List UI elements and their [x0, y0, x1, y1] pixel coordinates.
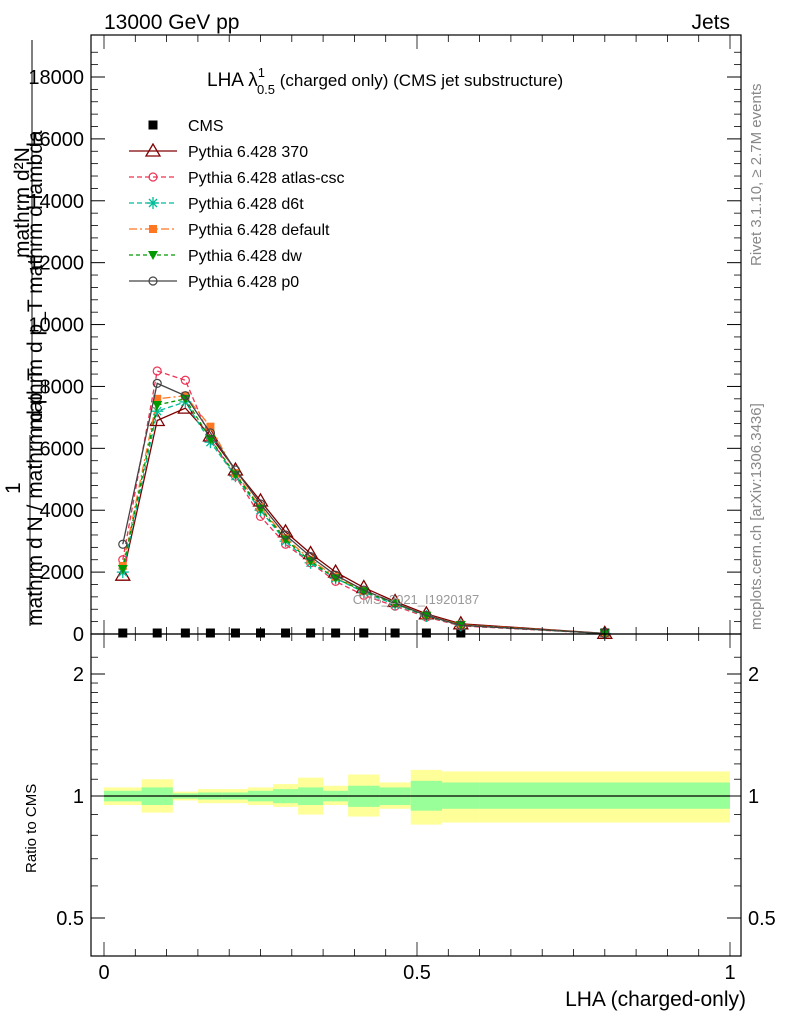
data-point-p0: [255, 499, 266, 509]
data-point-p0: [305, 552, 316, 562]
main-y-tick-label: 6000: [40, 438, 85, 460]
main-y-axis-label: mathrm d²N mathrm d p_T mathrm d lambda …: [2, 40, 47, 626]
ratio-y-tick-label: 2: [73, 664, 84, 686]
data-point-p0: [230, 465, 241, 475]
legend-label: Pythia 6.428 370: [188, 144, 308, 161]
data-point-cms: [331, 628, 341, 638]
legend: CMS Pythia 6.428 370 Pythia 6.428 atlas-cs…: [129, 118, 345, 291]
ratio-y-label: Ratio to CMS: [23, 784, 40, 873]
data-point-p370: [149, 412, 166, 427]
data-point-p0: [180, 391, 190, 401]
rivet-version-label: Rivet 3.1.10, ≥ 2.7M events: [748, 84, 765, 267]
legend-swatch-marker: [148, 172, 158, 182]
x-tick-label: 1: [724, 962, 735, 984]
data-point-default: [206, 422, 215, 431]
legend-item-p370: Pythia 6.428 370: [129, 142, 308, 161]
main-y-tick-label: 18000: [28, 67, 84, 89]
y-label-numerator: mathrm d²N: [11, 147, 34, 258]
watermark: CMS_2021_I1920187: [353, 592, 480, 607]
y-label-denominator: mathrm d N / mathrm d p_T: [24, 368, 47, 626]
ratio-y-tick-label-right: 1: [748, 786, 759, 808]
star-marker-stroke: [148, 198, 158, 208]
legend-swatch-marker: [147, 197, 159, 209]
data-point-cms: [152, 628, 162, 638]
main-y-tick-label: 16000: [28, 129, 84, 151]
legend-swatch-marker: [144, 142, 162, 157]
data-point-cms: [118, 628, 128, 638]
main-y-tick-label: 0: [73, 624, 84, 646]
data-point-dw: [152, 401, 163, 411]
y-label-prefix: 1: [2, 482, 25, 494]
legend-swatch-marker: [148, 120, 158, 130]
data-point-p0: [205, 428, 216, 438]
legend-item-dw: Pythia 6.428 dw: [129, 248, 302, 265]
legend-label: Pythia 6.428 default: [188, 222, 330, 239]
legend-swatch-marker: [148, 251, 158, 260]
legend-label: CMS: [188, 118, 224, 135]
main-plot: 0 2000 4000 6000 8000 10000 12000 14000 16000 180…: [28, 34, 742, 646]
data-point-dw: [358, 587, 369, 597]
legend-item-p0: Pythia 6.428 p0: [129, 274, 299, 291]
ratio-y-tick-label-right: 0.5: [748, 908, 776, 930]
series-p0: [118, 378, 610, 639]
data-point-p370: [114, 566, 131, 581]
data-point-cms: [456, 628, 466, 638]
data-point-atlas: [152, 366, 162, 376]
ratio-y-tick-label: 1: [73, 786, 84, 808]
legend-label: Pythia 6.428 d6t: [188, 196, 304, 213]
mcplots-label: mcplots.cern.ch [arXiv:1306.3436]: [748, 403, 765, 630]
y-label-denominator-top: mathrm d p_T mathrm d lambda: [24, 130, 47, 430]
legend-swatch-marker: [148, 276, 158, 286]
data-point-p0: [152, 378, 162, 388]
main-y-tick-label: 12000: [28, 253, 84, 275]
data-point-cms: [205, 628, 215, 638]
data-point-p0: [280, 530, 291, 540]
data-point-p0: [456, 620, 466, 630]
data-point-cms: [230, 628, 240, 638]
main-y-tick-label: 14000: [28, 191, 84, 213]
legend-item-cms: CMS: [148, 118, 224, 135]
data-point-cms: [180, 628, 190, 638]
data-point-default: [153, 394, 162, 403]
main-y-tick-label: 4000: [40, 500, 85, 522]
header-analysis: Jets: [691, 11, 730, 34]
legend-label: Pythia 6.428 p0: [188, 274, 299, 291]
data-point-atlas: [180, 375, 190, 385]
data-point-dw: [117, 565, 128, 575]
series-line-atlas: [122, 370, 605, 635]
data-point-p0: [331, 570, 341, 580]
main-y-tick-label: 10000: [28, 315, 84, 337]
data-point-p0: [390, 598, 400, 608]
x-tick-label: 0.5: [403, 962, 431, 984]
legend-label: Pythia 6.428 atlas-csc: [188, 170, 345, 187]
legend-label: Pythia 6.428 dw: [188, 248, 302, 265]
main-y-tick-label: 8000: [40, 376, 85, 398]
series-line-p0: [122, 382, 605, 635]
main-y-tick-label: 2000: [40, 562, 85, 584]
ratio-plot: 0.5 0.5 1 1 2 2 0 0.5 1 Ratio to CMS LHA (charge…: [23, 633, 776, 1011]
ratio-y-tick-label: 0.5: [56, 908, 84, 930]
legend-item-d6t: Pythia 6.428 d6t: [129, 196, 304, 213]
data-point-cms: [281, 628, 291, 638]
main-plot-title: LHA λ1 0.5 (charged only) (CMS jet substr…: [207, 65, 563, 97]
legend-item-default: Pythia 6.428 default: [129, 222, 330, 239]
data-point-p0: [359, 585, 369, 595]
data-point-cms: [359, 628, 369, 638]
legend-swatch-marker: [149, 225, 157, 233]
data-point-cms: [306, 628, 316, 638]
x-tick-label: 0: [98, 962, 109, 984]
data-point-cms: [421, 628, 431, 638]
legend-item-atlas: Pythia 6.428 atlas-csc: [129, 170, 345, 187]
header-process: 13000 GeV pp: [104, 11, 239, 34]
data-point-p0: [118, 539, 128, 549]
data-point-cms: [390, 628, 400, 638]
x-axis-label: LHA (charged-only): [565, 988, 746, 1011]
ratio-y-tick-label-right: 2: [748, 664, 759, 686]
data-point-p0: [421, 610, 431, 621]
